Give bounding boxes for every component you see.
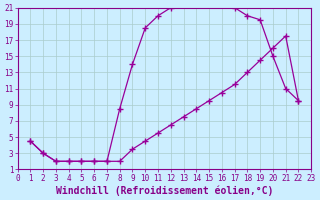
X-axis label: Windchill (Refroidissement éolien,°C): Windchill (Refroidissement éolien,°C) [56, 185, 273, 196]
